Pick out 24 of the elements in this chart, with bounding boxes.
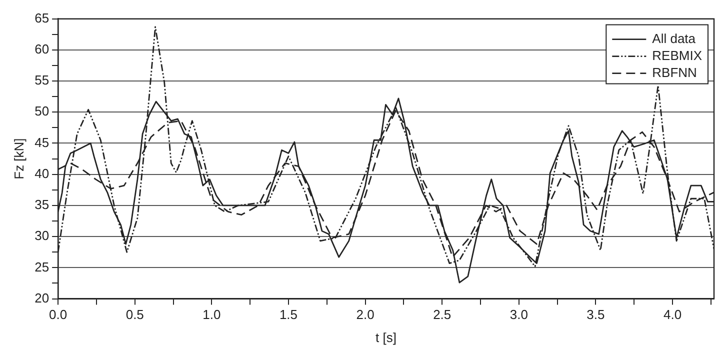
y-tick-label: 50 (34, 104, 50, 119)
y-tick-label: 55 (34, 72, 50, 88)
y-tick-label: 25 (34, 259, 50, 274)
y-tick-label: 20 (34, 290, 50, 306)
y-tick-label: 30 (34, 228, 50, 244)
y-tick-label: 40 (34, 166, 50, 181)
y-axis-title: Fz [kN] (11, 138, 26, 180)
x-tick-label: 4.0 (663, 307, 682, 322)
x-tick-label: 0.0 (49, 307, 68, 322)
y-tick-label: 35 (34, 197, 50, 212)
legend-label: REBMIX (652, 48, 702, 63)
x-tick-label: 3.5 (586, 307, 605, 322)
legend-label: All data (652, 30, 696, 46)
x-tick-label: 3.0 (510, 307, 528, 322)
x-tick-label: 1.5 (279, 307, 298, 322)
x-tick-label: 2.5 (433, 307, 452, 322)
x-tick-label: 0.5 (126, 307, 144, 322)
y-tick-label: 60 (34, 41, 50, 56)
y-tick-label: 65 (34, 10, 50, 26)
x-axis-title: t [s] (376, 330, 397, 345)
y-tick-label: 45 (34, 134, 50, 150)
legend-label: RBFNN (652, 64, 697, 80)
x-tick-label: 1.0 (202, 307, 221, 322)
x-tick-label: 2.0 (356, 307, 374, 322)
